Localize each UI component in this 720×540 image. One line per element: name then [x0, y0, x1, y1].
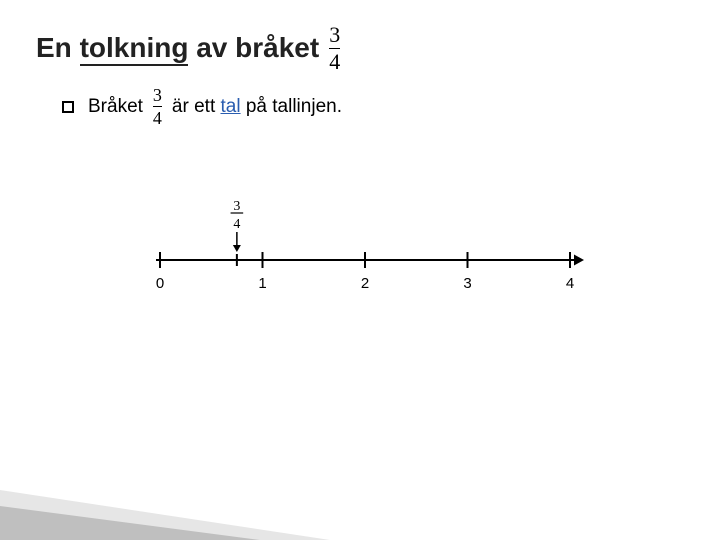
subtitle-fraction: 3 4: [153, 86, 162, 127]
tick-label: 3: [463, 275, 471, 292]
subtitle-mid1: är ett: [172, 96, 221, 117]
pointer-fraction-num: 3: [233, 199, 240, 214]
decorative-wedge: [0, 470, 330, 540]
numberline-diagram: 0 1 2 3 4 3 4: [130, 160, 590, 300]
tick-label: 1: [258, 275, 266, 292]
bullet-icon: [62, 101, 74, 113]
subtitle-mid2: på tallinjen.: [241, 96, 342, 117]
page-title: En tolkning av bråket 3 4: [36, 24, 340, 73]
subtitle: Bråket 3 4 är ett tal på tallinjen.: [62, 86, 342, 127]
title-suffix: av bråket: [188, 32, 319, 63]
tick-label: 4: [566, 275, 574, 292]
title-fraction: 3 4: [329, 24, 340, 73]
subtitle-lead: Bråket: [88, 96, 143, 118]
subtitle-fraction-den: 4: [153, 109, 162, 127]
title-fraction-den: 4: [329, 51, 340, 73]
wedge-dark: [0, 506, 260, 540]
subtitle-rest: är ett tal på tallinjen.: [172, 96, 342, 118]
title-fraction-num: 3: [329, 24, 340, 46]
subtitle-link[interactable]: tal: [221, 96, 241, 117]
tick-label: 0: [156, 275, 164, 292]
title-prefix: En: [36, 32, 80, 63]
pointer-arrow-head: [233, 245, 241, 252]
subtitle-fraction-num: 3: [153, 86, 162, 104]
tick-label: 2: [361, 275, 369, 292]
wedge-light: [0, 490, 330, 540]
axis-arrow: [574, 255, 584, 266]
pointer-fraction-den: 4: [233, 217, 240, 232]
title-underlined: tolkning: [80, 32, 189, 66]
fraction-bar: [153, 106, 162, 107]
title-text: En tolkning av bråket: [36, 32, 319, 66]
numberline-svg: 0 1 2 3 4 3 4: [130, 160, 590, 300]
